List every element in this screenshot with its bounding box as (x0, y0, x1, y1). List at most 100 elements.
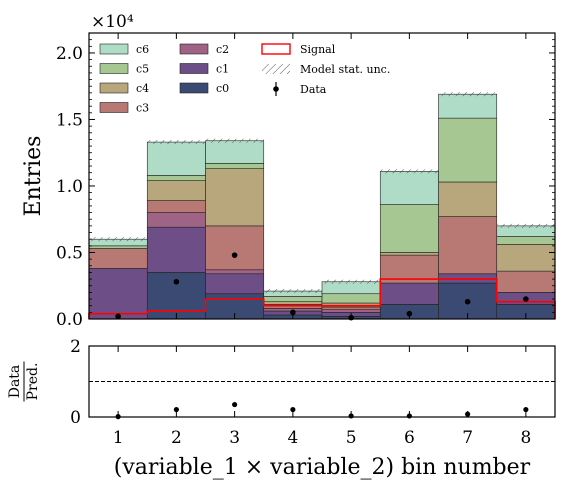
stat-unc-bin-1 (89, 237, 148, 242)
bar-c3-bin-3 (205, 225, 265, 271)
x-tick-label: 8 (520, 428, 531, 448)
x-tick-label: 2 (171, 428, 182, 448)
x-tick-label: 3 (229, 428, 240, 448)
bar-c3-bin-7 (438, 216, 498, 275)
y-tick-label: 0.0 (56, 310, 83, 330)
bar-c4-bin-2 (146, 180, 206, 201)
x-tick-label: 7 (462, 428, 473, 448)
scale-label: ×10⁴ (91, 12, 134, 32)
legend: c6 c5 c4 c3 c2 c1 c0 Signal Model stat. unc. Data (99, 43, 390, 115)
stat-unc-bin-3 (205, 138, 264, 143)
legend-swatch-c1 (179, 63, 209, 74)
legend-swatch-c5 (99, 63, 129, 74)
bar-c1-bin-2 (146, 226, 206, 273)
bar-c2-bin-3 (205, 269, 265, 275)
legend-label-c6: c6 (136, 43, 149, 56)
data-points (115, 252, 529, 321)
y-tick-label: 1.0 (56, 177, 83, 197)
legend-swatch-stat-unc (262, 64, 290, 74)
stat-unc-bin-2 (147, 140, 206, 145)
bar-c6-bin-3 (205, 140, 265, 164)
main-frame (88, 32, 556, 320)
stat-unc-bin-6 (380, 169, 439, 174)
ratio-y-axis-label: Data Pred. (7, 361, 41, 402)
legend-label-c3: c3 (136, 102, 149, 115)
data-point-bin-3 (231, 252, 238, 258)
ratio-point-bin-8 (523, 406, 529, 413)
legend-label-signal: Signal (300, 43, 336, 56)
stat-unc-bin-5 (322, 279, 381, 284)
legend-swatch-signal (261, 43, 291, 55)
bar-c5-bin-6 (379, 204, 439, 253)
stacked-bars (88, 93, 556, 320)
data-point-bin-4 (290, 309, 296, 316)
ratio-ylabel-num: Data (7, 365, 23, 399)
bar-c1-bin-3 (205, 273, 265, 295)
bar-c4-bin-7 (438, 181, 498, 217)
stat-unc-bin-8 (496, 223, 555, 228)
bar-c5-bin-2 (146, 175, 206, 181)
bar-c4-bin-8 (496, 244, 556, 272)
bar-c6-bin-2 (146, 141, 206, 176)
bar-c5-bin-8 (496, 236, 556, 245)
legend-label-data: Data (300, 83, 327, 96)
ratio-ylabel-den: Pred. (25, 363, 41, 401)
bar-c5-bin-7 (438, 117, 498, 183)
bar-c5-bin-4 (263, 296, 323, 303)
y-tick-label: 2.0 (56, 44, 83, 64)
bar-c1-bin-1 (88, 268, 148, 320)
legend-swatch-c3 (99, 102, 129, 113)
legend-label-c2: c2 (216, 43, 229, 56)
axis-labels: Data Pred. (variable_1 × variable_2) bin n… (7, 361, 531, 480)
legend-swatch-c2 (179, 43, 209, 55)
stat-unc-bin-4 (263, 289, 322, 294)
ratio-point-bin-3 (232, 401, 238, 408)
stat-unc-bin-7 (438, 92, 497, 97)
ratio-panel: 0 2 1 2 3 4 5 6 7 8 (70, 337, 556, 448)
bar-c3-bin-1 (88, 248, 148, 269)
bar-c3-bin-5 (321, 306, 381, 310)
bar-c1-bin-6 (379, 282, 439, 305)
bar-c5-bin-1 (88, 245, 148, 249)
bar-c2-bin-5 (321, 309, 381, 313)
bar-c4-bin-4 (263, 301, 323, 305)
bar-c5-bin-5 (321, 293, 381, 304)
legend-swatch-c6 (99, 43, 129, 55)
bar-c4-bin-6 (379, 252, 439, 256)
legend-label-stat-unc: Model stat. unc. (300, 63, 390, 76)
data-point-bin-8 (523, 296, 529, 302)
bar-c3-bin-2 (146, 200, 206, 213)
signal-line (88, 278, 556, 319)
legend-label-c0: c0 (216, 82, 229, 95)
x-axis-label: (variable_1 × variable_2) bin number (114, 455, 531, 480)
bar-c3-bin-8 (496, 270, 556, 293)
legend-label-c4: c4 (136, 82, 149, 95)
ratio-y-tick-label: 2 (70, 337, 81, 357)
legend-label-c1: c1 (216, 63, 229, 76)
data-point-bin-2 (173, 278, 180, 285)
ratio-point-bin-4 (290, 406, 296, 413)
legend-marker-data (273, 86, 279, 92)
y-axis-label: Entries (21, 136, 46, 217)
bar-c6-bin-7 (438, 93, 498, 119)
bar-c6-bin-6 (379, 171, 439, 205)
x-tick-label: 5 (346, 428, 357, 448)
ratio-point-bin-2 (173, 406, 179, 413)
legend-swatch-c0 (179, 82, 209, 94)
y-tick-label: 1.5 (56, 110, 83, 130)
bar-c5-bin-3 (205, 163, 265, 169)
legend-swatch-c4 (99, 82, 129, 94)
data-point-bin-7 (464, 298, 471, 305)
stat-unc-band (89, 92, 555, 294)
x-tick-label: 4 (287, 428, 298, 448)
ratio-y-tick-label: 0 (70, 408, 81, 428)
legend-label-c5: c5 (136, 63, 149, 76)
bar-c2-bin-2 (146, 212, 206, 228)
y-tick-label: 0.5 (56, 243, 83, 263)
main-axes: 0.0 0.5 1.0 1.5 2.0 ×10⁴ Entries (21, 12, 556, 330)
bar-c4-bin-3 (205, 168, 265, 227)
x-tick-label: 6 (404, 428, 415, 448)
signal-step (88, 278, 556, 319)
x-tick-label: 1 (113, 428, 124, 448)
